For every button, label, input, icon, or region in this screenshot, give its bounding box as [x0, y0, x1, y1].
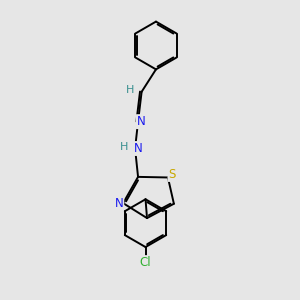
Text: H: H [126, 85, 134, 95]
Text: N: N [115, 197, 123, 210]
Text: S: S [168, 168, 176, 181]
Text: N: N [134, 142, 142, 155]
Text: H: H [119, 142, 128, 152]
Text: N: N [137, 115, 146, 128]
Text: Cl: Cl [140, 256, 151, 269]
